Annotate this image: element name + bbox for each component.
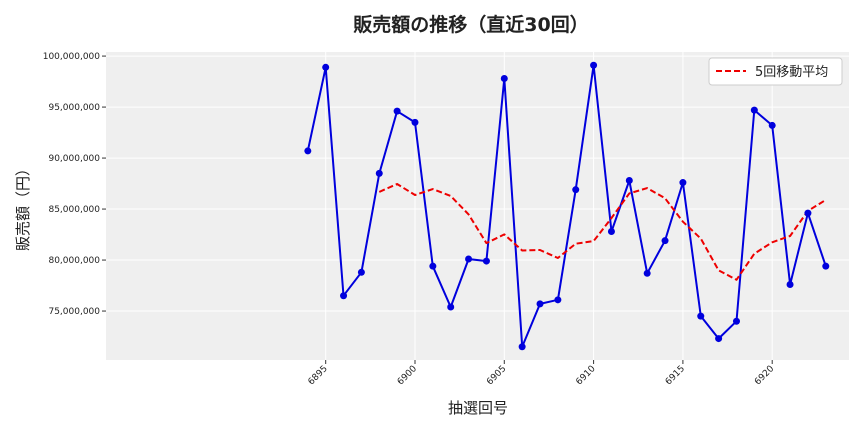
sales-data-point	[697, 312, 705, 320]
moving-average-line	[378, 183, 827, 281]
sales-data-point	[411, 118, 419, 126]
sales-data-point	[804, 209, 812, 217]
legend-box	[708, 57, 843, 86]
sales-data-point	[750, 106, 758, 114]
y-tick-label: 95,000,000	[48, 103, 100, 113]
sales-data-point	[768, 121, 776, 129]
sales-data-point	[340, 292, 348, 300]
series-lines	[306, 64, 827, 348]
x-tick-label: 6910	[574, 364, 597, 387]
sales-data-point	[357, 268, 365, 276]
sales-data-point	[590, 61, 598, 69]
sales-data-point	[322, 63, 330, 71]
sales-data-point	[536, 300, 544, 308]
x-tick-label: 6900	[396, 364, 419, 387]
sales-data-point	[607, 227, 615, 235]
y-axis-label: 販売額（円）	[14, 161, 32, 251]
sales-data-point	[482, 257, 490, 265]
sales-data-point	[518, 343, 526, 351]
sales-data-point	[447, 303, 455, 311]
sales-data-point	[304, 147, 312, 155]
sales-series-line	[306, 64, 827, 348]
y-tick-label: 85,000,000	[48, 205, 100, 215]
series-points	[304, 61, 830, 351]
legend: 5回移動平均	[708, 57, 843, 86]
x-tick-label: 6915	[664, 364, 687, 387]
y-axis-ticks: 75,000,000 80,000,000 85,000,000 90,000,000…	[43, 52, 106, 317]
y-tick-label: 90,000,000	[48, 154, 100, 164]
legend-label-moving-average: 5回移動平均	[755, 65, 828, 80]
sales-data-point	[715, 335, 723, 343]
sales-data-point	[429, 262, 437, 270]
sales-data-point	[375, 169, 383, 177]
y-tick-label: 80,000,000	[48, 256, 100, 266]
sales-data-point	[732, 317, 740, 325]
chart-title: 販売額の推移（直近30回）	[353, 13, 588, 36]
sales-data-point	[822, 262, 830, 270]
x-axis-ticks: 6895 6900 6905 6910 6915 6920	[307, 360, 777, 387]
x-tick-label: 6895	[307, 364, 330, 387]
x-axis-label: 抽選回号	[448, 399, 508, 417]
sales-data-point	[625, 177, 633, 185]
sales-data-point	[554, 296, 562, 304]
y-tick-label: 100,000,000	[43, 52, 101, 62]
x-tick-label: 6920	[753, 364, 776, 387]
sales-data-point	[786, 281, 794, 289]
sales-data-point	[661, 237, 669, 245]
grid	[106, 52, 849, 360]
sales-data-point	[465, 255, 473, 263]
sales-data-point	[500, 75, 508, 83]
plot-area	[106, 52, 849, 360]
x-tick-label: 6905	[485, 364, 508, 387]
sales-data-point	[643, 269, 651, 277]
y-tick-label: 75,000,000	[48, 307, 100, 317]
sales-data-point	[679, 179, 687, 187]
sales-data-point	[572, 186, 580, 194]
sales-data-point	[393, 107, 401, 115]
